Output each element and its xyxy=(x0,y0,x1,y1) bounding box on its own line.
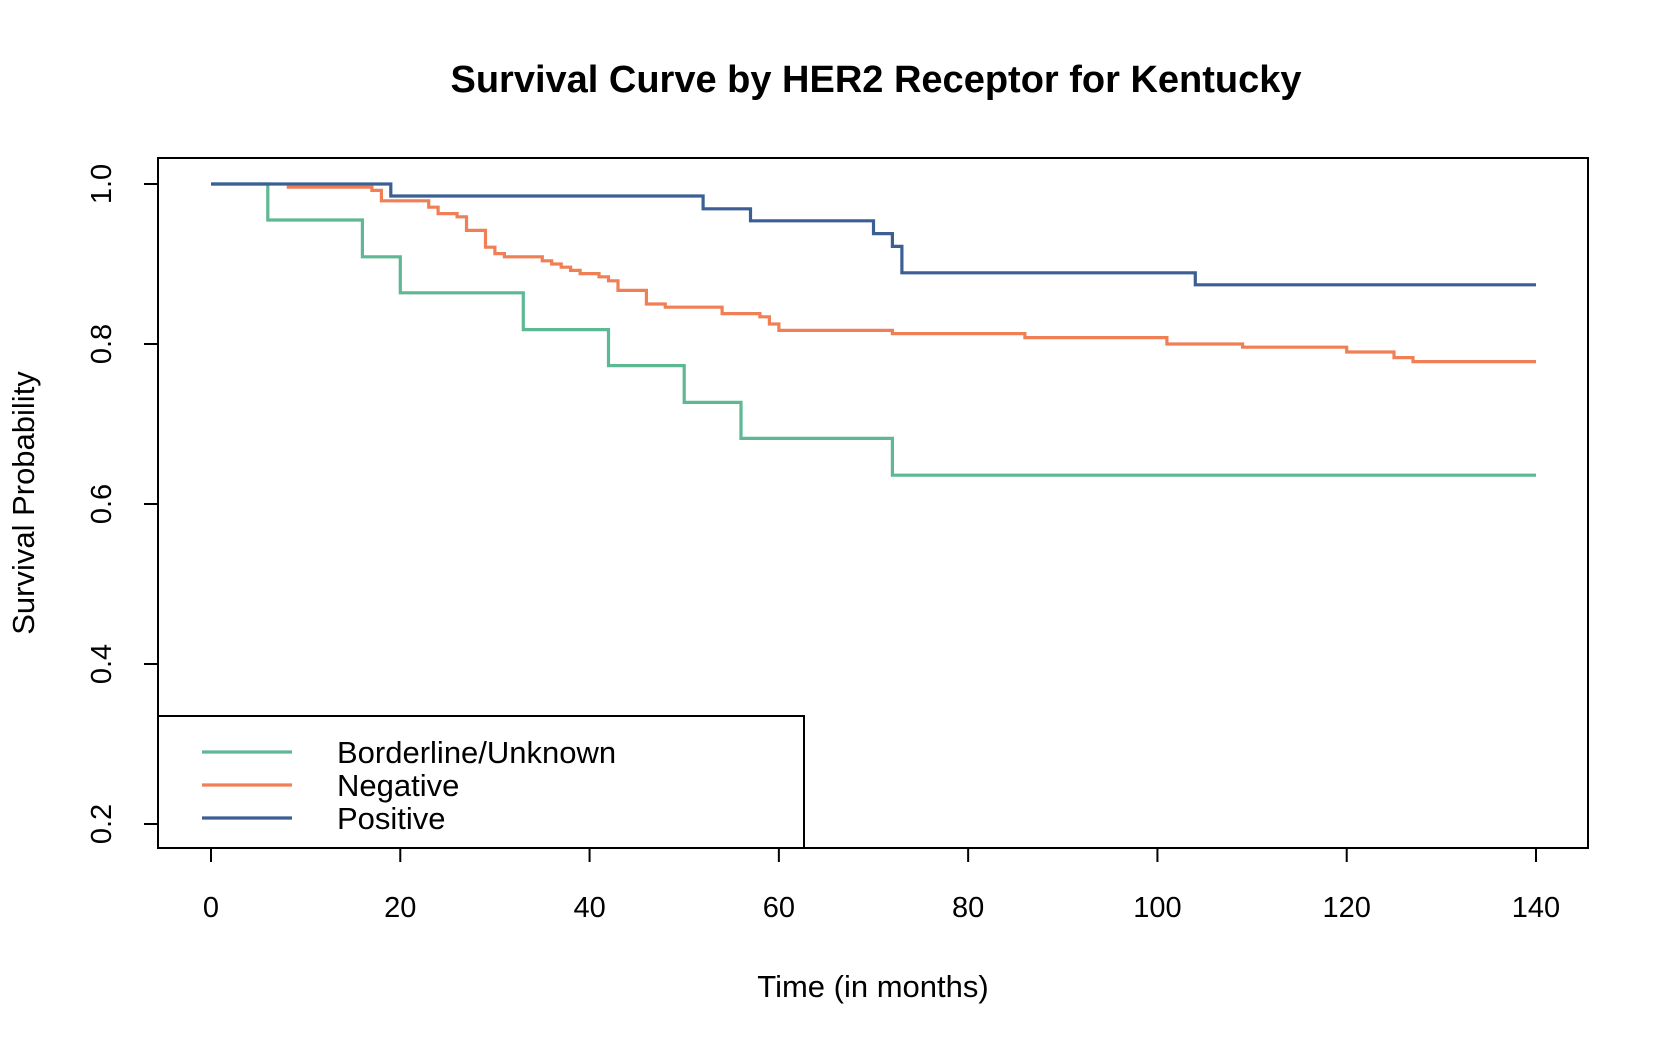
y-tick-label: 0.8 xyxy=(86,324,118,364)
x-tick-label: 20 xyxy=(384,892,416,924)
y-tick-label: 0.2 xyxy=(86,804,118,844)
x-tick-label: 0 xyxy=(203,892,219,924)
y-tick-label: 0.6 xyxy=(86,484,118,524)
x-tick-label: 40 xyxy=(573,892,605,924)
series-line-negative xyxy=(286,185,1536,364)
legend-label-borderline-unknown: Borderline/Unknown xyxy=(337,735,616,770)
x-tick-label: 120 xyxy=(1323,892,1371,924)
chart-title: Survival Curve by HER2 Receptor for Kent… xyxy=(450,59,1301,101)
y-axis: 0.2 0.4 0.6 0.8 1.0 xyxy=(86,164,159,844)
series-line-positive xyxy=(211,182,1536,287)
x-tick-label: 60 xyxy=(763,892,795,924)
x-tick-label: 100 xyxy=(1133,892,1181,924)
series-line-borderline-unknown xyxy=(211,182,1536,477)
series-layer xyxy=(211,182,1536,477)
x-axis: 0 20 40 60 80 100 120 140 xyxy=(203,847,1560,924)
x-tick-label: 80 xyxy=(952,892,984,924)
y-tick-label: 0.4 xyxy=(86,644,118,684)
legend-label-negative: Negative xyxy=(337,768,459,803)
x-tick-label: 140 xyxy=(1512,892,1560,924)
y-axis-label: Survival Probability xyxy=(6,371,41,635)
legend-box xyxy=(157,715,805,849)
legend-label-positive: Positive xyxy=(337,801,446,836)
y-tick-label: 1.0 xyxy=(86,164,118,204)
x-axis-label: Time (in months) xyxy=(757,969,988,1004)
